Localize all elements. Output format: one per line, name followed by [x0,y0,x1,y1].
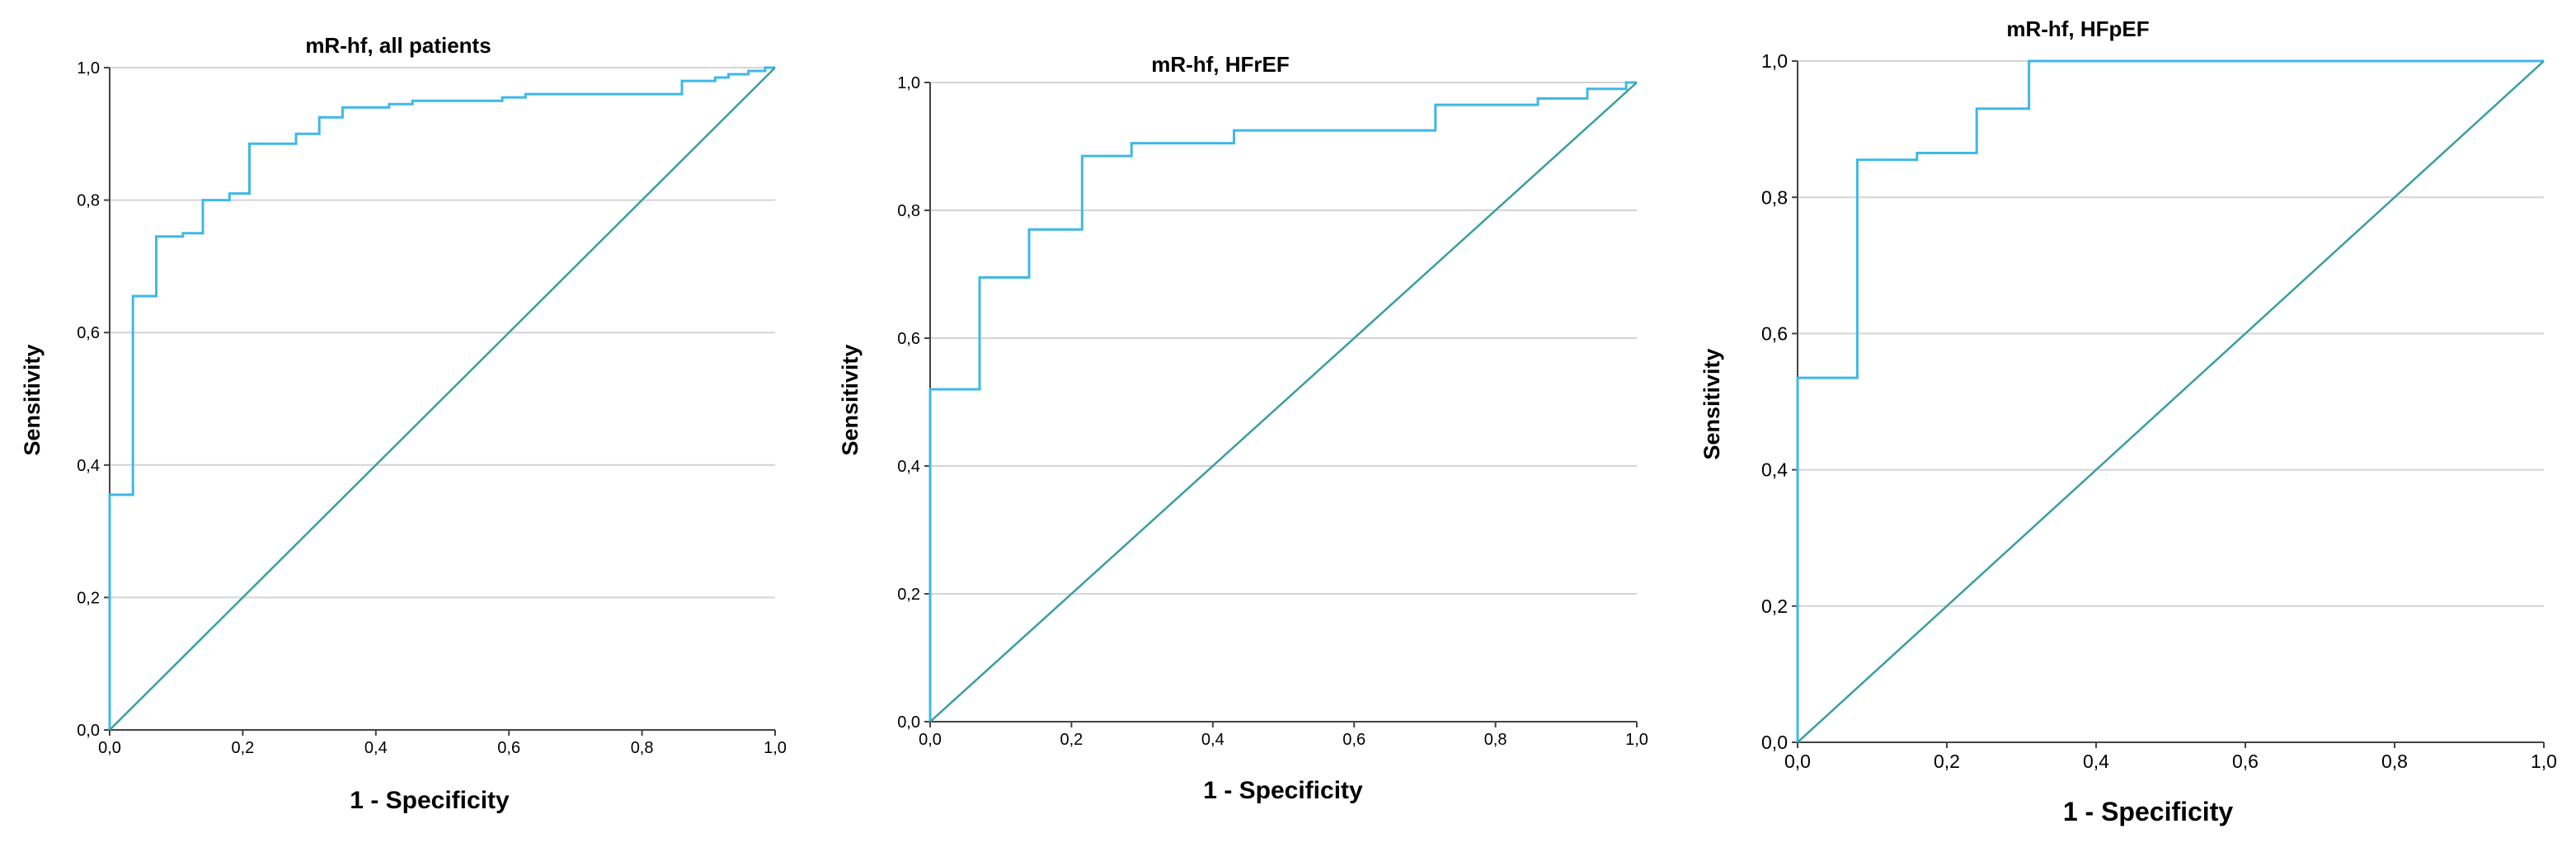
x-tick-label: 0,4 [1201,731,1225,749]
y-axis-label: Sensitivity [1699,348,1724,459]
x-tick-label: 1,0 [764,739,787,757]
y-tick-label: 1,0 [77,59,100,78]
roc-curve [108,66,775,730]
roc-curve [1796,59,2544,742]
y-tick-label: 0,8 [897,202,920,220]
x-tick-label: 0,6 [497,739,520,757]
x-tick-label: 0,4 [364,739,388,757]
y-tick-label: 0,6 [897,330,920,348]
y-tick-label: 0,8 [1761,186,1788,208]
chart-title: mR-hf, all patients [305,33,491,58]
x-tick-label: 0,8 [2381,751,2408,772]
y-tick-label: 0,4 [77,457,100,475]
reference-diagonal-line [929,82,1638,723]
y-axis-label: Sensitivity [20,344,45,455]
x-axis-label: 1 - Specificity [350,787,510,814]
x-tick-label: 0,8 [1484,731,1507,749]
y-tick-label: 0,2 [1761,595,1788,617]
roc-curve [928,81,1637,722]
x-tick-label: 0,6 [2232,751,2259,772]
y-tick-label: 0,2 [897,586,920,604]
x-tick-label: 0,6 [1342,731,1366,749]
y-tick-label: 1,0 [897,74,920,92]
x-tick-label: 0,0 [919,731,942,749]
x-tick-label: 0,4 [2083,751,2109,772]
roc-panel-all-patients: mR-hf, all patients 1 - Specificity Sens… [20,33,787,814]
reference-diagonal-line [109,67,776,731]
y-tick-label: 0,2 [77,589,100,607]
y-tick-label: 1,0 [1761,50,1788,72]
y-tick-label: 0,8 [77,192,100,210]
x-tick-label: 1,0 [2531,751,2557,772]
x-tick-label: 0,2 [1934,751,1960,772]
x-axis-label: 1 - Specificity [1203,777,1363,804]
x-tick-label: 0,0 [1784,751,1811,772]
y-axis-label: Sensitivity [838,344,863,455]
chart-title: mR-hf, HFpEF [2006,16,2149,41]
roc-panel-hfpef: mR-hf, HFpEF 1 - Specificity Sensitivity… [1699,16,2557,826]
y-tick-label: 0,0 [1761,732,1788,753]
y-tick-label: 0,0 [77,722,100,740]
reference-diagonal-line [1797,60,2545,743]
y-tick-label: 0,4 [897,458,920,476]
x-tick-label: 0,2 [231,739,254,757]
x-tick-label: 0,2 [1060,731,1083,749]
y-tick-label: 0,6 [77,324,100,342]
y-tick-label: 0,0 [897,713,920,732]
x-tick-label: 1,0 [1625,731,1648,749]
x-tick-label: 0,8 [631,739,654,757]
y-tick-label: 0,6 [1761,322,1788,344]
x-axis-label: 1 - Specificity [2063,797,2234,826]
y-tick-label: 0,4 [1761,459,1788,481]
chart-title: mR-hf, HFrEF [1151,52,1290,77]
roc-panel-hfref: mR-hf, HFrEF 1 - Specificity Sensitivity… [838,52,1648,804]
x-tick-label: 0,0 [98,739,121,757]
